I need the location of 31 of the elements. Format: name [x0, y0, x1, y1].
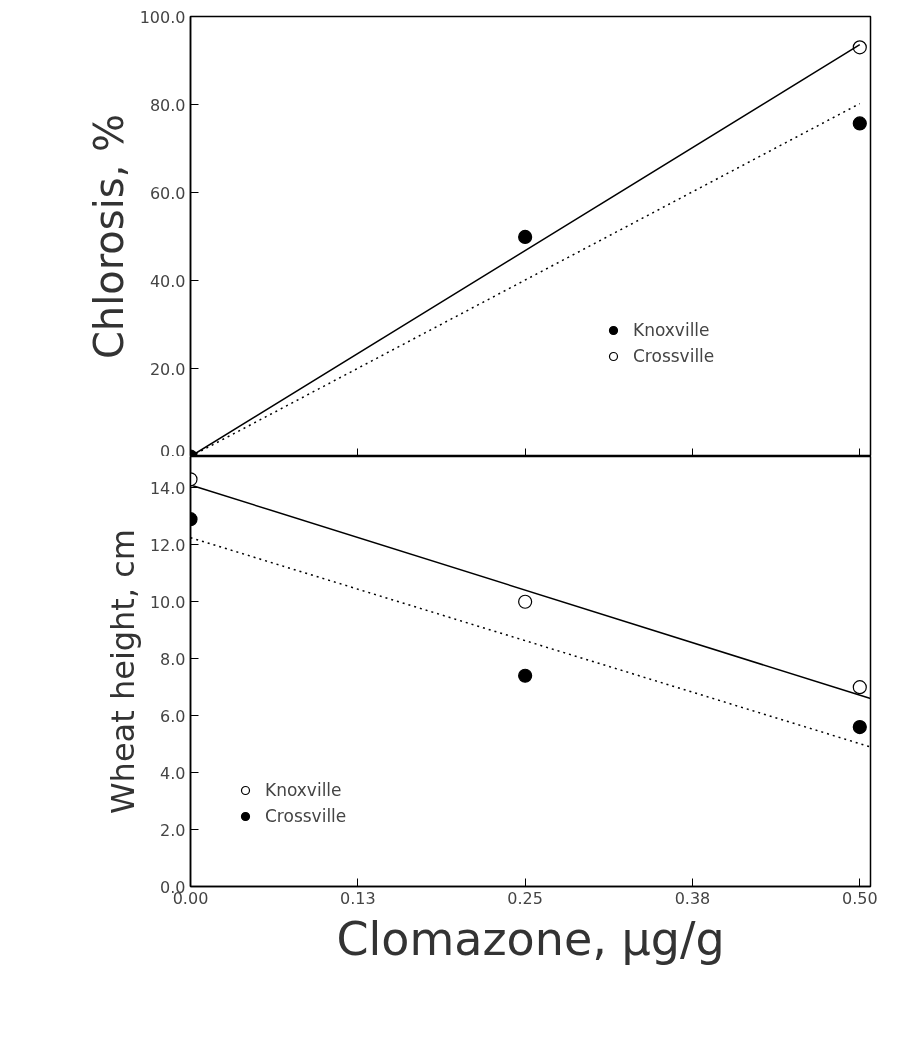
x-tick-label: 0.50: [841, 888, 878, 908]
y-tick-label: 14.0: [149, 478, 186, 498]
y-tick-label: 10.0: [149, 592, 186, 612]
y-axis-title: Chlorosis, %: [85, 113, 132, 360]
y-tick-label: 80.0: [149, 95, 186, 115]
y-tick-label: 100.0: [139, 7, 186, 27]
x-tick-label: 0.13: [340, 888, 376, 908]
x-tick-label: 0.25: [507, 888, 543, 908]
x-tick-label: 0.38: [674, 888, 711, 908]
y-axis-title: Wheat height, cm: [103, 528, 142, 815]
y-tick-label: 60.0: [149, 183, 186, 203]
y-tick-label: 4.0: [160, 763, 186, 783]
y-tick-label: 40.0: [149, 271, 186, 291]
point: [518, 229, 533, 245]
y-tick-label: 6.0: [160, 706, 186, 726]
y-tick-label: 12.0: [149, 535, 186, 555]
legend-label: Knoxville: [633, 320, 710, 340]
legend-label: Crossville: [265, 806, 347, 826]
y-tick-label: 2.0: [160, 820, 186, 840]
x-axis-title: Clomazone, µg/g: [336, 911, 725, 966]
point: [518, 668, 533, 683]
legend-label: Crossville: [633, 346, 715, 366]
y-tick-label: 0.0: [160, 441, 186, 461]
y-tick-label: 8.0: [160, 649, 186, 669]
point: [852, 116, 867, 131]
point: [852, 719, 867, 735]
legend-label: Knoxville: [265, 780, 342, 800]
point: [852, 680, 867, 695]
y-tick-label: 20.0: [149, 359, 186, 379]
point: [518, 594, 533, 609]
point: [852, 40, 867, 55]
